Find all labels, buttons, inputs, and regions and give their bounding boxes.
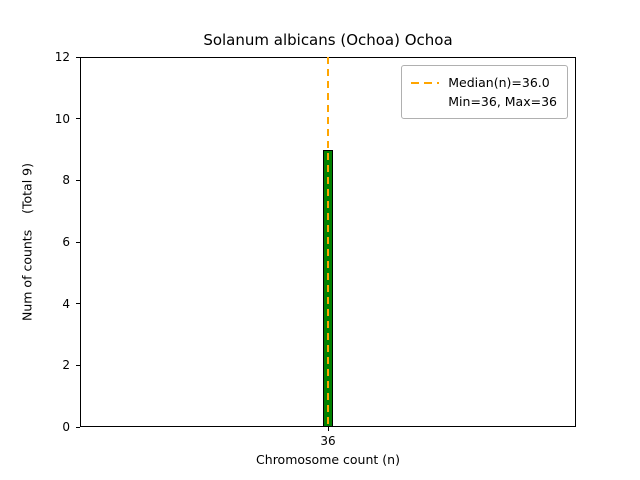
y-tick-mark <box>76 303 80 305</box>
x-axis-label: Chromosome count (n) <box>256 452 400 467</box>
empty-swatch <box>411 101 439 103</box>
y-tick-mark <box>76 118 80 120</box>
y-tick-label: 4 <box>62 296 70 311</box>
y-tick-mark <box>76 179 80 181</box>
median-line <box>327 57 329 427</box>
median-dashed-line-swatch <box>411 81 440 84</box>
x-tick-mark <box>327 427 329 431</box>
chart-title: Solanum albicans (Ochoa) Ochoa <box>203 31 453 49</box>
legend-entry-median: Median(n)=36.0 <box>411 73 557 92</box>
legend-label-median: Median(n)=36.0 <box>448 75 550 90</box>
y-tick-label: 2 <box>62 358 70 373</box>
legend-label-minmax: Min=36, Max=36 <box>448 94 557 109</box>
y-tick-mark <box>76 364 80 366</box>
y-tick-label: 6 <box>62 235 70 249</box>
y-tick-mark <box>76 241 80 243</box>
legend: Median(n)=36.0 Min=36, Max=36 <box>401 65 568 119</box>
y-tick-label: 10 <box>54 111 70 126</box>
y-tick-label: 8 <box>62 173 70 188</box>
y-tick-label: 12 <box>54 50 70 64</box>
y-tick-mark <box>76 426 80 428</box>
y-tick-mark <box>76 56 80 58</box>
legend-entry-minmax: Min=36, Max=36 <box>411 92 557 111</box>
y-tick-label: 0 <box>62 420 70 434</box>
x-tick-label: 36 <box>320 434 336 448</box>
